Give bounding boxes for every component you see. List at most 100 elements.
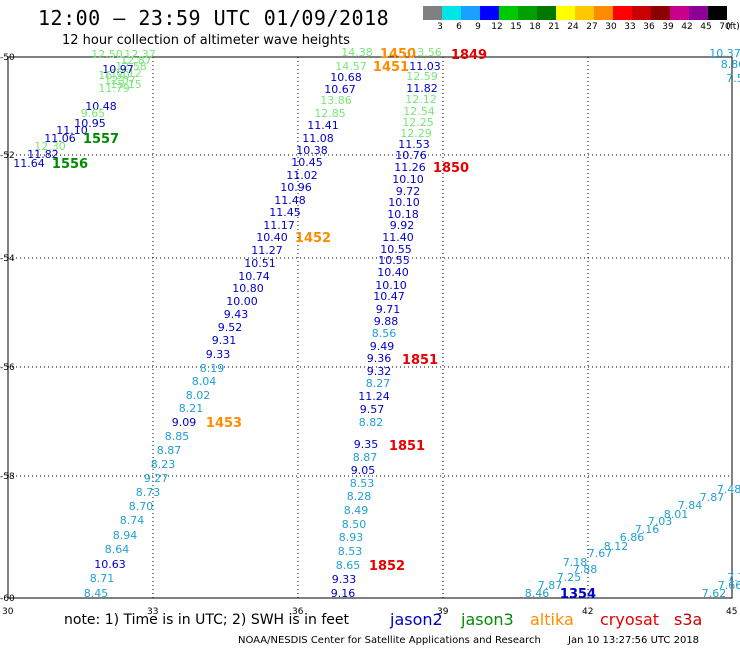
wave-height-value: 10.48 — [85, 100, 117, 113]
wave-height-value: 10.68 — [330, 71, 362, 84]
wave-height-value: 8.53 — [350, 477, 375, 490]
wave-height-value: 10.10 — [388, 196, 420, 209]
legend-jason3: jason3 — [461, 610, 514, 629]
wave-height-value: 6.86 — [620, 531, 645, 544]
wave-height-value: 11.24 — [358, 390, 390, 403]
wave-height-value: 9.43 — [224, 308, 249, 321]
wave-height-value: 8.49 — [344, 504, 369, 517]
pass-time-label: 1851 — [402, 353, 438, 368]
wave-height-value: 11.06 — [44, 132, 76, 145]
wave-height-value: 8.23 — [151, 458, 176, 471]
wave-height-value: 11.03 — [409, 60, 441, 73]
wave-height-value: 8.02 — [186, 389, 211, 402]
wave-height-value: 9.31 — [212, 334, 237, 347]
lon-tick-label: 30 — [2, 607, 14, 617]
wave-height-value: 11.82 — [27, 148, 59, 161]
wave-height-value: 11.79 — [98, 82, 130, 95]
color-swatch — [442, 6, 461, 20]
wave-height-value: 12.29 — [400, 127, 432, 140]
wave-height-value: 7.18 — [563, 556, 588, 569]
wave-height-value: 10.63 — [94, 558, 126, 571]
wave-height-value: 14.57 — [335, 60, 367, 73]
color-swatch — [708, 6, 727, 20]
lat-tick-label: -60 — [0, 594, 15, 604]
wave-height-value: 8.85 — [165, 430, 190, 443]
wave-height-value: 10.10 — [392, 173, 424, 186]
color-scale-label: 12 — [491, 22, 503, 32]
wave-height-value: 12.85 — [314, 107, 346, 120]
wave-height-value: 8.87 — [353, 451, 378, 464]
lon-tick-label: 36 — [292, 607, 304, 617]
wave-height-value: 12.30 — [34, 140, 66, 153]
lat-tick-label: -56 — [0, 363, 15, 373]
wave-height-value: 16.50 — [98, 69, 130, 82]
color-scale-label: 36 — [643, 22, 655, 32]
color-scale-label: 27 — [586, 22, 598, 32]
pass-time-label: 1556 — [52, 157, 88, 172]
wave-height-value: 10.45 — [291, 156, 323, 169]
wave-height-value: 11.48 — [274, 194, 306, 207]
wave-height-value: 8.65 — [336, 559, 361, 572]
wave-height-value: 11.45 — [269, 206, 301, 219]
wave-height-value: 12.50 — [91, 48, 123, 61]
wave-height-value: 8.73 — [136, 486, 161, 499]
wave-height-value: 10.37 — [709, 47, 740, 60]
wave-height-value: 12.58 — [115, 60, 147, 73]
legend-jason2: jason2 — [390, 610, 443, 629]
color-scale-label: 42 — [681, 22, 693, 32]
lat-tick-label: -54 — [0, 254, 15, 264]
lon-tick-label: 42 — [582, 607, 593, 617]
wave-height-value: 10.38 — [296, 144, 328, 157]
wave-height-value: 9.27 — [144, 472, 169, 485]
wave-height-value: 11.41 — [307, 119, 339, 132]
wave-height-value: 10.97 — [102, 63, 134, 76]
wave-height-value: 7.87 — [700, 491, 725, 504]
wave-height-value: 7.62 — [702, 587, 727, 600]
wave-height-value: 10.95 — [74, 117, 106, 130]
wave-height-value: 7.84 — [678, 499, 703, 512]
color-scale-label: 15 — [510, 22, 522, 32]
wave-height-value: 9.35 — [354, 438, 379, 451]
wave-height-value: 8.70 — [129, 500, 154, 513]
wave-height-value: 12.87 — [120, 54, 152, 67]
page-title: 12:00 – 23:59 UTC 01/09/2018 — [38, 6, 390, 30]
wave-height-value: 10.51 — [244, 257, 276, 270]
pass-time-label: 1452 — [295, 231, 331, 246]
color-scale-label: 33 — [624, 22, 636, 32]
wave-height-value: 11.53 — [398, 138, 430, 151]
wave-height-value: 12.59 — [406, 70, 438, 83]
wave-height-value: 15.15 — [110, 78, 142, 91]
wave-height-value: 12.12 — [405, 93, 437, 106]
lon-tick-label: 39 — [437, 607, 449, 617]
lat-tick-label: -58 — [0, 472, 15, 482]
wave-height-value: 7.67 — [588, 547, 613, 560]
wave-height-value: 13.86 — [320, 94, 352, 107]
wave-height-value: 9.71 — [376, 303, 401, 316]
pass-time-label: 1557 — [83, 132, 119, 147]
pass-time-label: 1849 — [451, 48, 487, 63]
wave-height-value: 12.37 — [124, 48, 156, 61]
footer-credit: NOAA/NESDIS Center for Satellite Applica… — [238, 635, 541, 646]
wave-height-value: 8.53 — [338, 545, 363, 558]
wave-height-value: 9.09 — [172, 416, 197, 429]
color-swatch — [651, 6, 670, 20]
color-swatch — [632, 6, 651, 20]
wave-height-value: 9.57 — [360, 403, 385, 416]
color-scale-label: 18 — [529, 22, 541, 32]
wave-height-value: 9.05 — [351, 464, 376, 477]
wave-height-value: 9.33 — [332, 573, 357, 586]
wave-height-value: 10.55 — [378, 254, 410, 267]
wave-height-value: 9.52 — [218, 321, 243, 334]
note-text: note: 1) Time is in UTC; 2) SWH is in fe… — [64, 612, 350, 628]
color-scale-bar — [423, 6, 727, 20]
wave-height-value: 10.55 — [380, 243, 412, 256]
color-scale-label: 21 — [548, 22, 560, 32]
wave-height-value: 11.08 — [302, 132, 334, 145]
wave-height-value: 8.01 — [664, 508, 689, 521]
wave-height-value: 8.94 — [113, 529, 138, 542]
wave-height-value: 11.40 — [382, 231, 414, 244]
color-swatch — [689, 6, 708, 20]
wave-height-value: 10.40 — [377, 266, 409, 279]
color-swatch — [518, 6, 537, 20]
